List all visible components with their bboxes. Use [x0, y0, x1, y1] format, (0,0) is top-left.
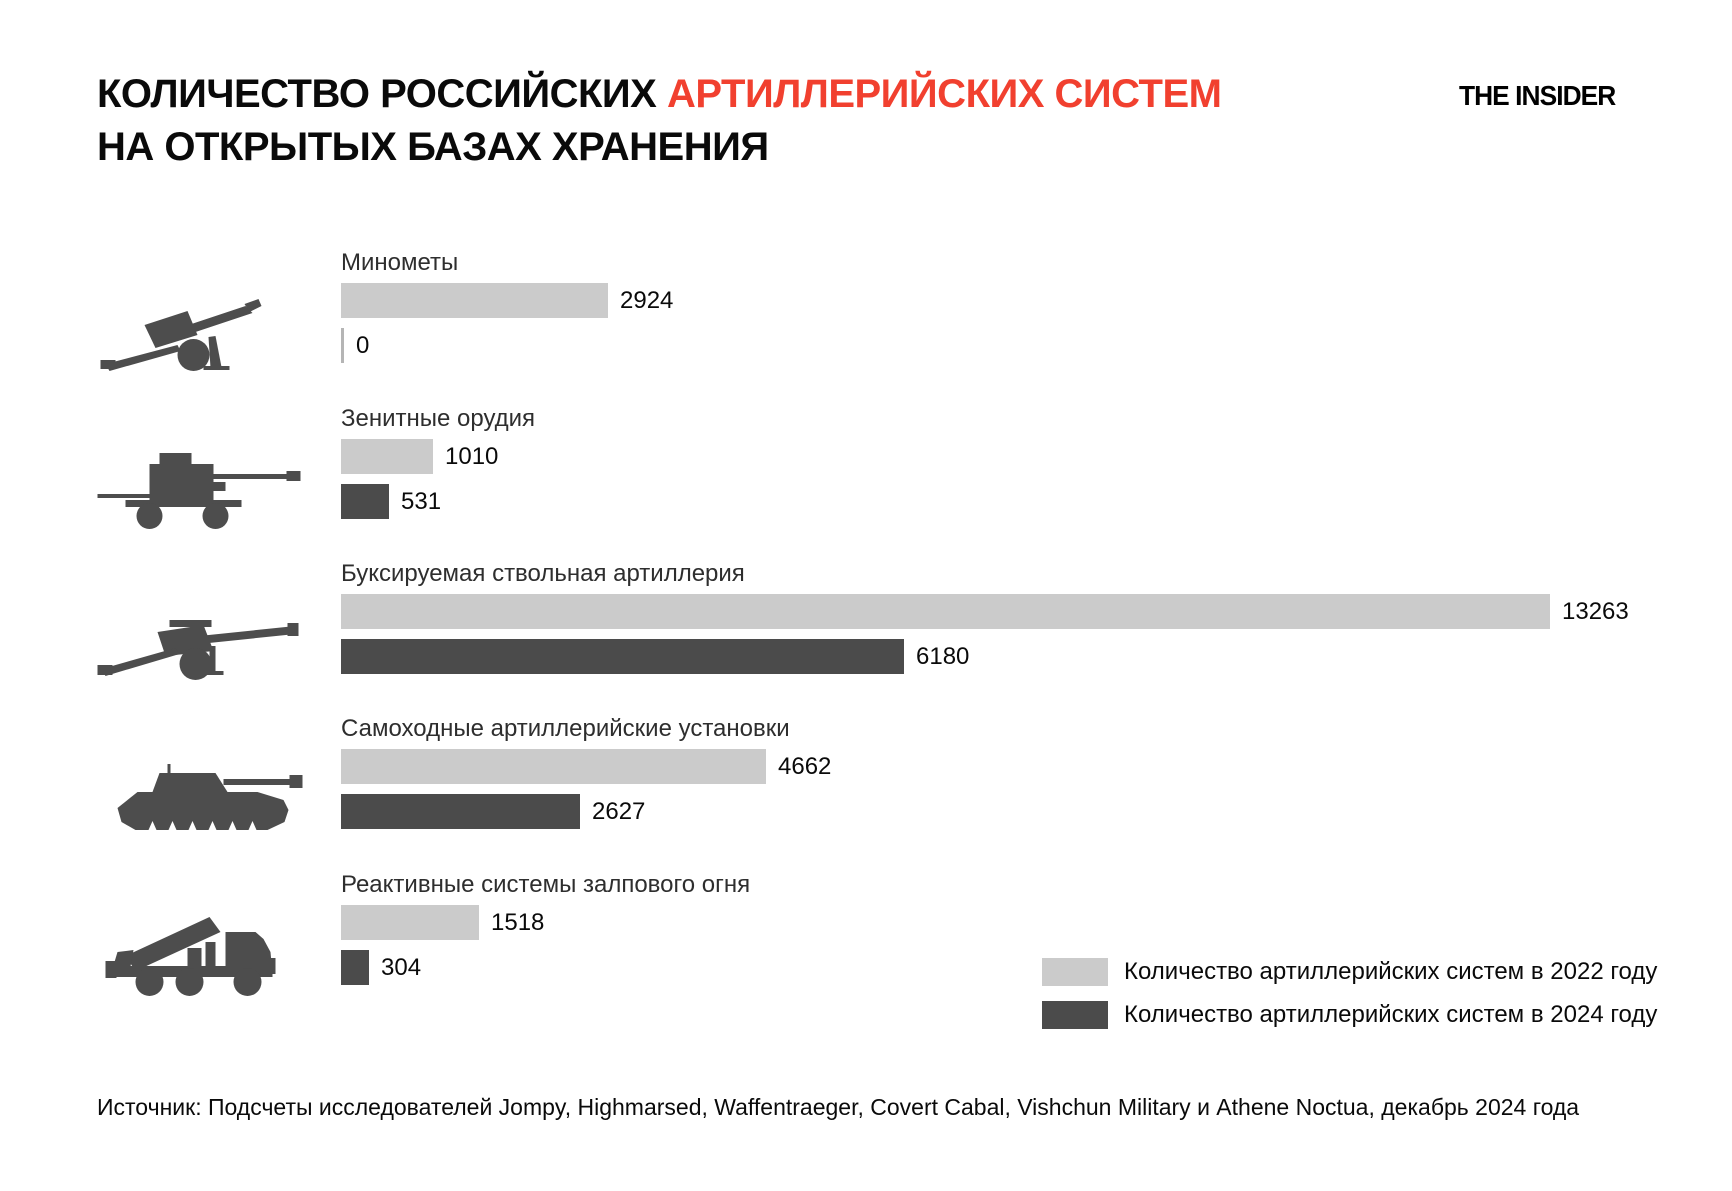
anti-aircraft-gun-icon — [95, 438, 310, 533]
bar-value: 4662 — [778, 752, 832, 780]
category-label: Реактивные системы залпового огня — [341, 871, 751, 898]
bar-2022-towed-artillery — [341, 594, 1550, 629]
towed-mortar-icon — [95, 282, 310, 377]
the-insider-logo: THE INSIDER — [1458, 80, 1616, 111]
towed-artillery-icon — [95, 593, 310, 688]
bar-2024-self-propelled — [341, 794, 580, 829]
category-label: Минометы — [341, 249, 459, 276]
category-row-towed-artillery: Буксируемая ствольная артиллерия 13263 6… — [0, 561, 1732, 693]
page-title: КОЛИЧЕСТВО РОССИЙСКИХ АРТИЛЛЕРИЙСКИХ СИС… — [97, 68, 1222, 174]
bar-2022-mlrs — [341, 905, 479, 940]
category-row-mortars: Минометы 2924 0 — [0, 250, 1732, 382]
legend-item-2022: Количество артиллерийских систем в 2022 … — [1042, 958, 1657, 986]
category-label: Самоходные артиллерийские установки — [341, 715, 790, 742]
category-row-self-propelled: Самоходные артиллерийские установки 4662… — [0, 716, 1732, 848]
bar-2022-antiaircraft — [341, 439, 433, 474]
bar-value: 2627 — [592, 797, 646, 825]
mlrs-truck-icon — [95, 904, 310, 999]
bar-value: 13263 — [1562, 597, 1629, 625]
legend-label-2022: Количество артиллерийских систем в 2022 … — [1124, 958, 1658, 985]
bar-value: 6180 — [916, 642, 970, 670]
bar-2024-mortars — [341, 328, 344, 363]
legend-label-2024: Количество артиллерийских систем в 2024 … — [1124, 1001, 1658, 1028]
bar-2024-towed-artillery — [341, 639, 904, 674]
title-red-part: АРТИЛЛЕРИЙСКИХ СИСТЕМ — [666, 72, 1222, 116]
bar-2024-antiaircraft — [341, 484, 389, 519]
source-note: Источник: Подсчеты исследователей Jompy,… — [97, 1094, 1580, 1120]
title-black-part: КОЛИЧЕСТВО РОССИЙСКИХ — [97, 72, 667, 116]
category-label: Буксируемая ствольная артиллерия — [341, 560, 745, 587]
bar-2022-self-propelled — [341, 749, 766, 784]
legend-swatch-2022 — [1042, 958, 1108, 986]
category-row-antiaircraft: Зенитные орудия 1010 531 — [0, 406, 1732, 538]
title-line2: НА ОТКРЫТЫХ БАЗАХ ХРАНЕНИЯ — [97, 125, 769, 169]
bar-value: 1010 — [445, 442, 499, 470]
bar-value: 531 — [401, 487, 442, 515]
self-propelled-artillery-icon — [95, 748, 310, 843]
bar-value: 0 — [356, 331, 370, 359]
legend-swatch-2024 — [1042, 1001, 1108, 1029]
category-label: Зенитные орудия — [341, 405, 536, 432]
bar-value: 1518 — [491, 908, 545, 936]
bar-2024-mlrs — [341, 950, 369, 985]
bar-value: 2924 — [620, 286, 674, 314]
bar-value: 304 — [381, 953, 422, 981]
bar-2022-mortars — [341, 283, 608, 318]
legend: Количество артиллерийских систем в 2022 … — [1042, 958, 1657, 1044]
legend-item-2024: Количество артиллерийских систем в 2024 … — [1042, 1001, 1657, 1029]
category-row-mlrs: Реактивные системы залпового огня 1518 3… — [0, 872, 1732, 1004]
